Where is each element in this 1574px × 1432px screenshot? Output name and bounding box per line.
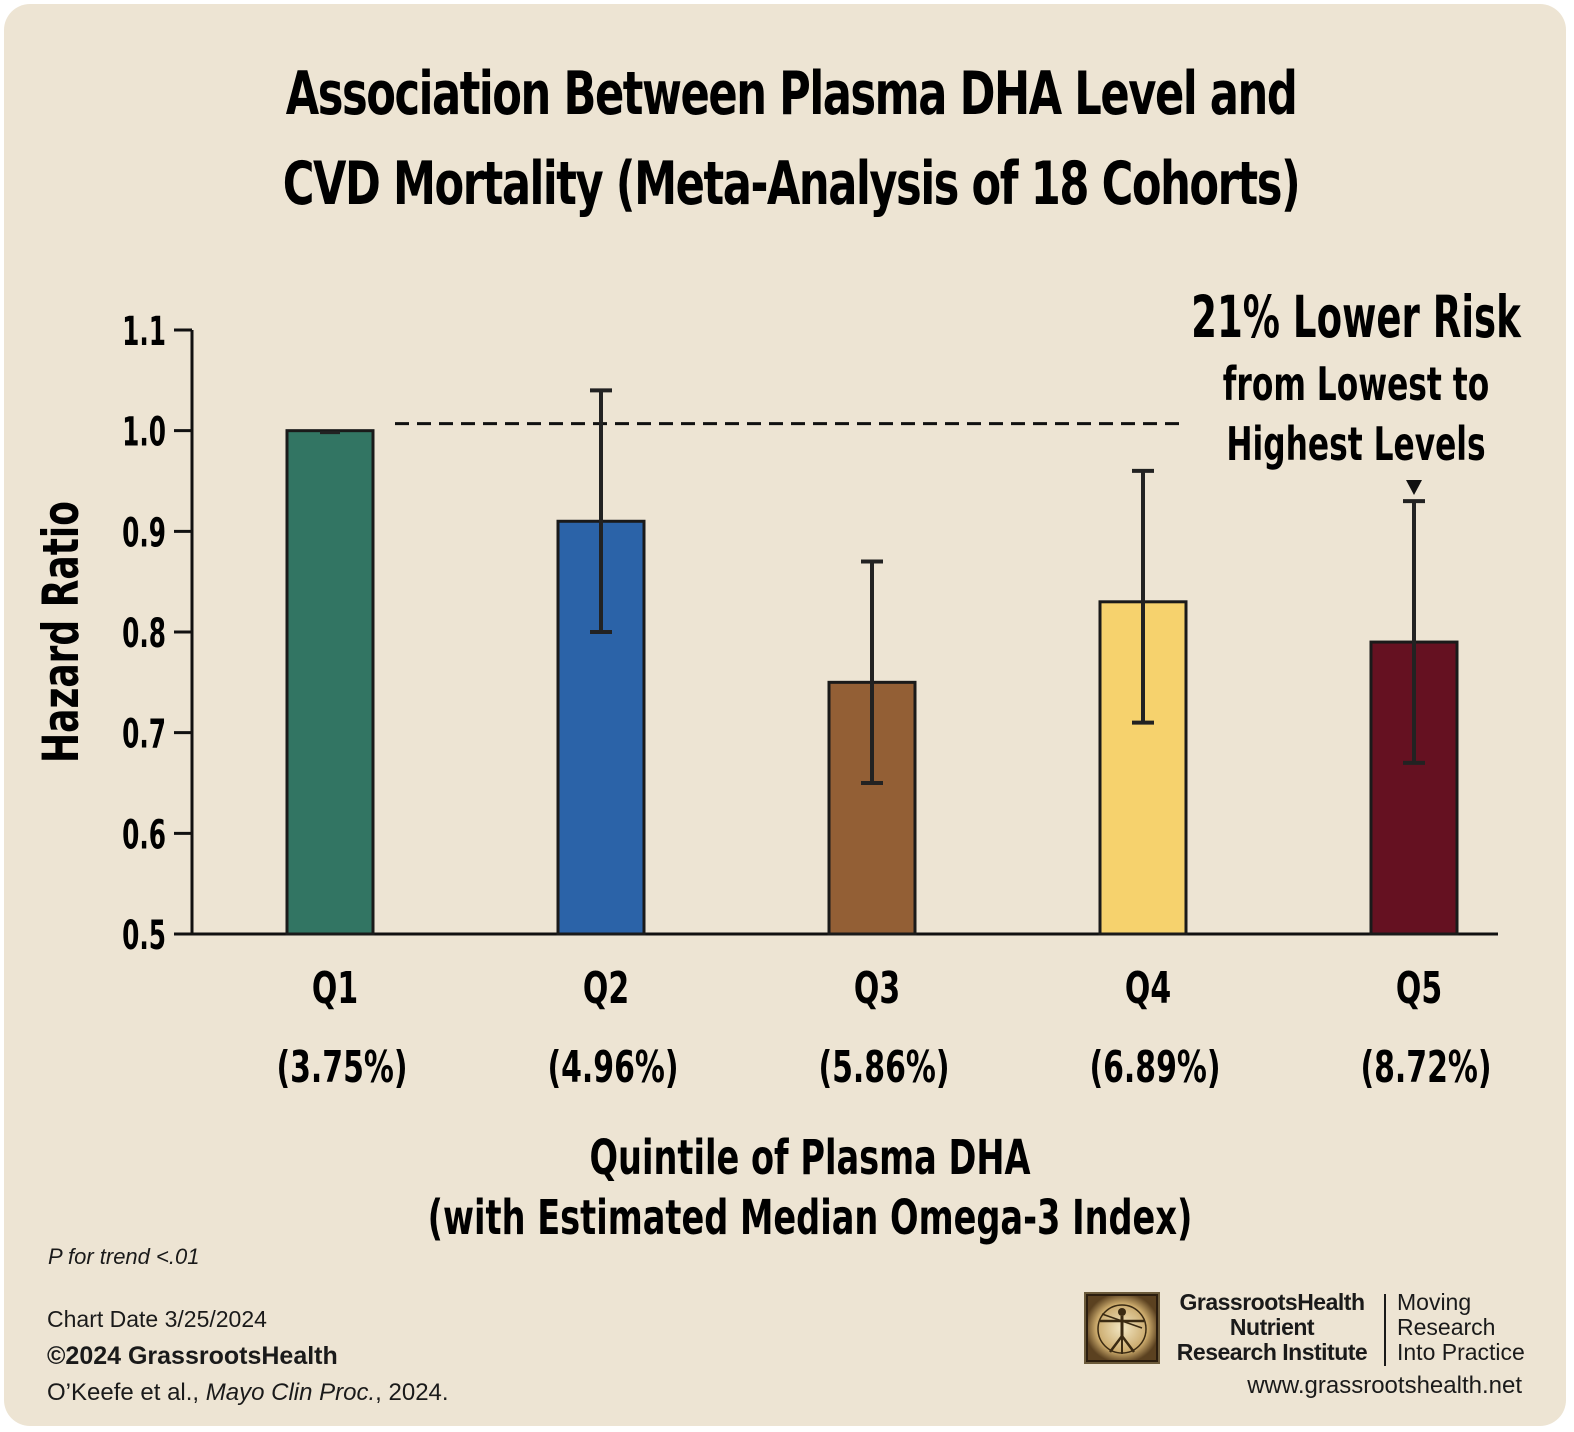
y-tick-label: 0.5: [122, 912, 166, 959]
citation: O’Keefe et al., Mayo Clin Proc., 2024.: [47, 1379, 449, 1407]
tagline-line: Moving: [1397, 1289, 1472, 1315]
org-divider: [1384, 1294, 1386, 1366]
chart-title-line-2: CVD Mortality (Meta-Analysis of 18 Cohor…: [282, 149, 1301, 219]
x-tick-sublabel: (4.96%): [547, 1041, 678, 1092]
x-tick-label: Q2: [583, 962, 629, 1013]
tagline-line: Into Practice: [1397, 1339, 1525, 1365]
chart-title-line-1: Association Between Plasma DHA Level and: [285, 59, 1298, 129]
org-name: GrassrootsHealth Nutrient Research Insti…: [1170, 1290, 1374, 1365]
y-tick-label-group: 1.1: [122, 308, 166, 355]
tagline-line: Research: [1397, 1314, 1496, 1340]
citation-journal: Mayo Clin Proc.: [205, 1379, 376, 1406]
org-logo: [1084, 1292, 1160, 1364]
x-tick-sublabel: (6.89%): [1089, 1041, 1220, 1092]
copyright: ©2024 GrassrootsHealth: [47, 1342, 338, 1370]
org-name-line: Nutrient: [1229, 1314, 1315, 1340]
y-axis-label: Hazard Ratio: [33, 501, 90, 763]
y-tick-label: 1.1: [122, 308, 166, 355]
vitruvian-man-icon: [1088, 1296, 1156, 1360]
x-tick-label: Q1: [312, 962, 358, 1013]
x-tick-sublabel-group: (3.75%): [276, 1041, 407, 1092]
bar-q1: [285, 429, 375, 936]
x-tick-label-group: Q1: [312, 962, 358, 1013]
x-axis-label-line-1-group: Quintile of Plasma DHA: [589, 1130, 1030, 1186]
x-tick-label: Q5: [1396, 962, 1442, 1013]
annotation-line-1-group: 21% Lower Risk: [1191, 285, 1522, 352]
y-tick-label: 1.0: [122, 408, 166, 455]
x-tick-sublabel-group: (4.96%): [547, 1041, 678, 1092]
x-tick-sublabel: (8.72%): [1360, 1041, 1491, 1092]
y-tick-label-group: 0.7: [122, 710, 166, 757]
y-tick-label: 0.7: [122, 710, 166, 757]
annotation-line-3: Highest Levels: [1226, 418, 1485, 472]
x-tick-label: Q4: [1125, 962, 1171, 1013]
org-name-line: GrassrootsHealth: [1179, 1289, 1365, 1315]
x-axis-label-line-2: (with Estimated Median Omega-3 Index): [428, 1190, 1193, 1246]
y-tick-label: 0.8: [122, 610, 166, 657]
x-tick-sublabel-group: (6.89%): [1089, 1041, 1220, 1092]
y-tick-label: 0.9: [122, 509, 166, 556]
x-tick-sublabel-group: (8.72%): [1360, 1041, 1491, 1092]
annotation-line-2: from Lowest to: [1223, 358, 1489, 412]
org-tagline: Moving Research Into Practice: [1397, 1290, 1557, 1365]
annotation-line-2-group: from Lowest to: [1223, 358, 1489, 412]
website-link[interactable]: www.grassrootshealth.net: [1247, 1372, 1522, 1399]
x-tick-label: Q3: [854, 962, 900, 1013]
y-tick-label-group: 1.0: [122, 408, 166, 455]
x-axis-label-line-1: Quintile of Plasma DHA: [589, 1130, 1030, 1186]
annotation-arrow: [1406, 480, 1422, 495]
citation-authors: O’Keefe et al.,: [47, 1379, 206, 1406]
annotation-line-1: 21% Lower Risk: [1191, 285, 1522, 352]
x-tick-label-group: Q4: [1125, 962, 1171, 1013]
x-tick-sublabel: (3.75%): [276, 1041, 407, 1092]
citation-year: , 2024.: [375, 1379, 449, 1406]
x-axis-label-line-2-group: (with Estimated Median Omega-3 Index): [428, 1190, 1193, 1246]
x-tick-label-group: Q2: [583, 962, 629, 1013]
annotation-line-3-group: Highest Levels: [1226, 418, 1485, 472]
x-tick-sublabel-group: (5.86%): [818, 1041, 949, 1092]
y-tick-label-group: 0.8: [122, 610, 166, 657]
x-tick-label-group: Q5: [1396, 962, 1442, 1013]
y-tick-label-group: 0.9: [122, 509, 166, 556]
org-name-line: Research Institute: [1176, 1339, 1368, 1365]
x-tick-label-group: Q3: [854, 962, 900, 1013]
x-tick-sublabel: (5.86%): [818, 1041, 949, 1092]
y-tick-label-group: 0.6: [122, 811, 166, 858]
p-trend-note: P for trend <.01: [48, 1244, 200, 1269]
chart-date: Chart Date 3/25/2024: [47, 1306, 267, 1332]
y-tick-label-group: 0.5: [122, 912, 166, 959]
y-tick-label: 0.6: [122, 811, 166, 858]
y-axis-label-group: Hazard Ratio: [33, 501, 90, 763]
chart-card: Association Between Plasma DHA Level and…: [4, 4, 1566, 1426]
